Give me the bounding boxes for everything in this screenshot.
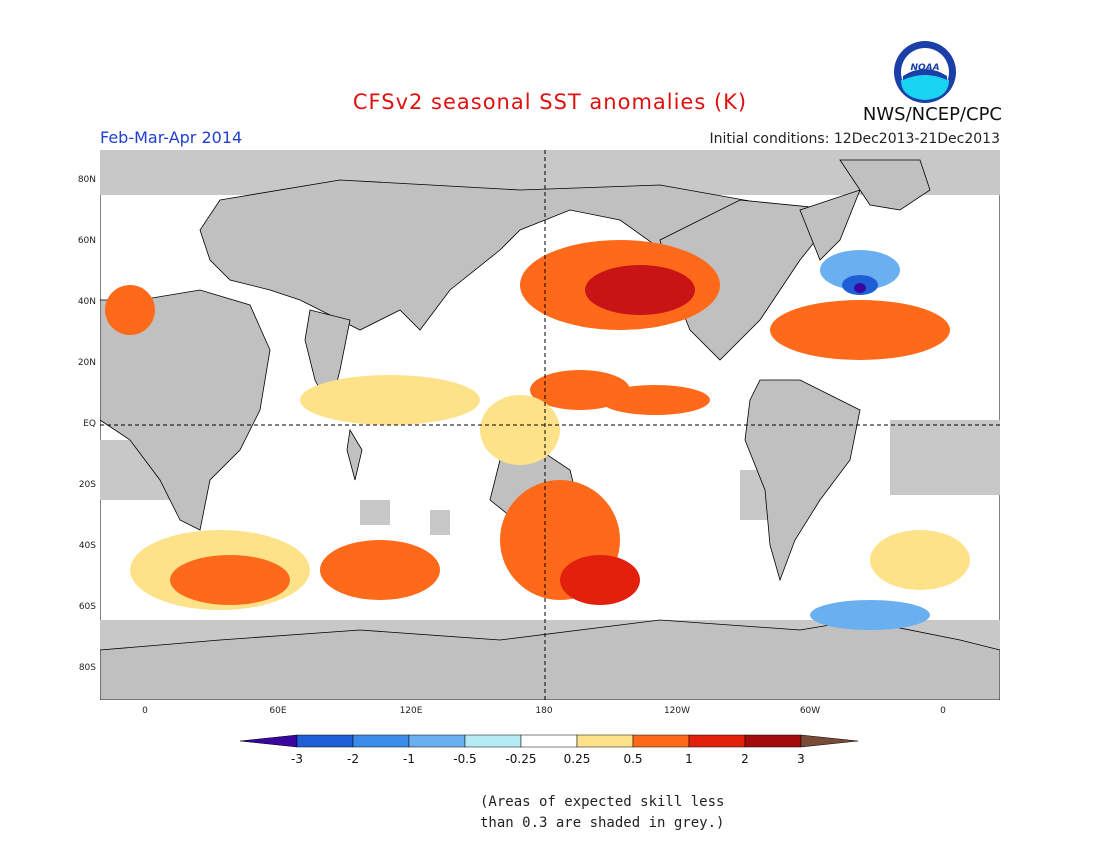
- colorbar-segment: [296, 734, 354, 748]
- lon-label-0: 0: [142, 706, 148, 716]
- lon-label-0-east: 0: [940, 706, 946, 716]
- lon-label-60e: 60E: [269, 706, 287, 716]
- colorbar: [240, 734, 859, 748]
- logo-text: NOAA: [910, 63, 939, 73]
- land-masses: [100, 159, 1000, 700]
- colorbar-label-m2: -2: [347, 752, 359, 766]
- colorbar-label-m3: -3: [291, 752, 303, 766]
- initial-conditions: Initial conditions: 12Dec2013-21Dec2013: [709, 131, 1001, 147]
- lon-label-60w: 60W: [799, 706, 821, 716]
- lat-label-40n: 40N: [77, 297, 96, 307]
- lat-label-20n: 20N: [77, 358, 96, 368]
- colorbar-segment: [744, 734, 802, 748]
- lon-label-120w: 120W: [663, 706, 691, 716]
- sst-anomaly-map: [100, 150, 1000, 700]
- lat-label-60s: 60S: [78, 602, 96, 612]
- lon-label-180: 180: [535, 706, 553, 716]
- lon-label-120e: 120E: [399, 706, 423, 716]
- footnote-line-1: (Areas of expected skill less: [480, 794, 725, 810]
- colorbar-segment: [576, 734, 634, 748]
- lat-label-40s: 40S: [78, 541, 96, 551]
- footnote-line-2: than 0.3 are shaded in grey.): [480, 815, 725, 831]
- map-title: CFSv2 seasonal SST anomalies (K): [352, 90, 748, 114]
- lat-label-80n: 80N: [77, 175, 96, 185]
- colorbar-label-m1: -1: [403, 752, 415, 766]
- colorbar-segment: [632, 734, 690, 748]
- colorbar-label-p1: 1: [685, 752, 693, 766]
- colorbar-label-p2: 2: [741, 752, 749, 766]
- lat-label-80s: 80S: [78, 663, 96, 673]
- lat-label-eq: EQ: [83, 419, 96, 429]
- skill-footnote: (Areas of expected skill less than 0.3 a…: [480, 792, 724, 834]
- colorbar-arrow-high: [800, 734, 859, 748]
- colorbar-arrow-low: [240, 734, 298, 748]
- colorbar-segment: [464, 734, 522, 748]
- colorbar-label-p05: 0.5: [623, 752, 643, 766]
- colorbar-segment: [520, 734, 578, 748]
- forecast-period: Feb-Mar-Apr 2014: [100, 128, 243, 147]
- noaa-logo-icon: NOAA: [894, 41, 956, 103]
- colorbar-segment: [352, 734, 410, 748]
- colorbar-segment: [408, 734, 466, 748]
- colorbar-label-m05: -0.5: [453, 752, 477, 766]
- anomaly-patches: [105, 240, 970, 630]
- colorbar-segment: [688, 734, 746, 748]
- agency-label: NWS/NCEP/CPC: [862, 104, 1002, 125]
- colorbar-label-m025: -0.25: [505, 752, 537, 766]
- lat-label-20s: 20S: [78, 480, 96, 490]
- colorbar-label-p3: 3: [797, 752, 805, 766]
- lat-label-60n: 60N: [77, 236, 96, 246]
- colorbar-label-p025: 0.25: [563, 752, 591, 766]
